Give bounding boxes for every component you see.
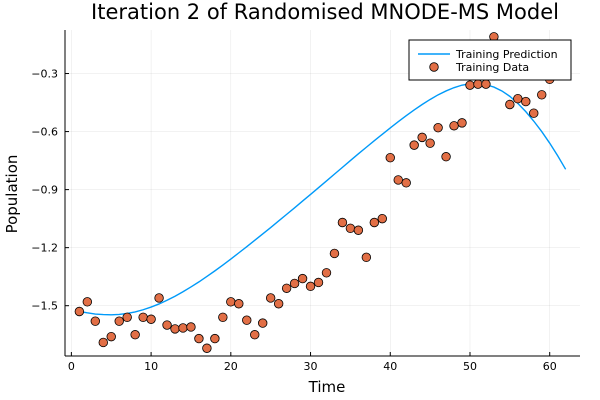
- data-point: [130, 330, 140, 340]
- data-point: [162, 320, 172, 330]
- data-point: [226, 297, 236, 307]
- y-tick-label: −0.6: [31, 126, 58, 139]
- data-point: [98, 337, 108, 348]
- data-point: [473, 79, 483, 89]
- data-point: [441, 152, 451, 162]
- data-point: [234, 299, 244, 309]
- chart-title: Iteration 2 of Randomised MNODE-MS Model: [91, 0, 559, 24]
- data-point: [178, 323, 188, 333]
- data-point: [146, 314, 156, 324]
- data-point: [106, 331, 116, 342]
- data-point: [210, 333, 220, 344]
- x-tick-label: 30: [304, 360, 318, 373]
- data-point: [321, 268, 332, 278]
- data-point: [465, 80, 475, 90]
- x-axis-ticks: 0 10 20 30 40 50 60: [68, 352, 557, 373]
- data-point: [337, 217, 348, 228]
- legend-box: [408, 39, 572, 81]
- data-point: [409, 140, 419, 150]
- data-point: [305, 281, 316, 292]
- data-point: [273, 299, 284, 309]
- data-point: [377, 213, 387, 224]
- y-tick-label: −1.5: [31, 300, 58, 313]
- data-point: [186, 322, 196, 332]
- grid-lines: [65, 30, 580, 356]
- data-point: [521, 96, 531, 107]
- data-point: [218, 312, 228, 323]
- data-point: [425, 138, 435, 148]
- data-point: [90, 316, 100, 326]
- x-tick-label: 10: [144, 360, 158, 373]
- data-point: [82, 297, 93, 307]
- data-point: [505, 99, 515, 110]
- data-point: [353, 225, 364, 235]
- data-point: [281, 283, 292, 293]
- data-point: [114, 316, 124, 326]
- y-axis-label: Population: [3, 155, 21, 234]
- x-axis-label: Time: [308, 378, 346, 396]
- data-point: [297, 273, 308, 284]
- data-point: [258, 318, 268, 328]
- data-point: [417, 132, 427, 143]
- data-point: [537, 90, 547, 100]
- data-point: [369, 217, 380, 228]
- x-tick-label: 40: [383, 360, 397, 373]
- data-point: [313, 277, 324, 288]
- data-point: [529, 108, 539, 118]
- data-point: [122, 312, 132, 323]
- data-point: [250, 330, 260, 340]
- data-point: [138, 312, 148, 323]
- x-tick-label: 0: [68, 360, 75, 373]
- x-tick-label: 20: [224, 360, 238, 373]
- legend-label-prediction: Training Prediction: [455, 48, 558, 61]
- data-point: [393, 175, 403, 185]
- data-point: [481, 79, 491, 89]
- y-tick-label: −1.2: [31, 242, 58, 255]
- data-series: [74, 32, 571, 353]
- data-point: [345, 223, 356, 234]
- data-point: [401, 178, 411, 188]
- y-tick-label: −0.9: [31, 184, 58, 197]
- x-tick-label: 60: [543, 360, 557, 373]
- legend: Training Prediction Training Data: [408, 39, 572, 81]
- data-point: [361, 252, 372, 263]
- data-point: [170, 324, 180, 334]
- y-tick-label: −0.3: [31, 68, 58, 81]
- x-tick-label: 50: [463, 360, 477, 373]
- data-point: [194, 333, 204, 344]
- legend-marker-swatch: [429, 62, 439, 72]
- data-point: [457, 118, 467, 128]
- data-point: [154, 293, 164, 303]
- data-point: [74, 306, 85, 317]
- data-point: [202, 343, 212, 353]
- data-point: [329, 248, 340, 259]
- data-point: [242, 315, 252, 325]
- data-point: [449, 121, 459, 131]
- data-point: [385, 152, 395, 163]
- data-point: [433, 122, 443, 133]
- data-point: [513, 93, 523, 104]
- data-point: [289, 278, 300, 289]
- data-point: [265, 293, 276, 303]
- legend-label-data: Training Data: [455, 61, 529, 74]
- y-axis-ticks: −1.5 −1.2 −0.9 −0.6 −0.3: [31, 68, 69, 313]
